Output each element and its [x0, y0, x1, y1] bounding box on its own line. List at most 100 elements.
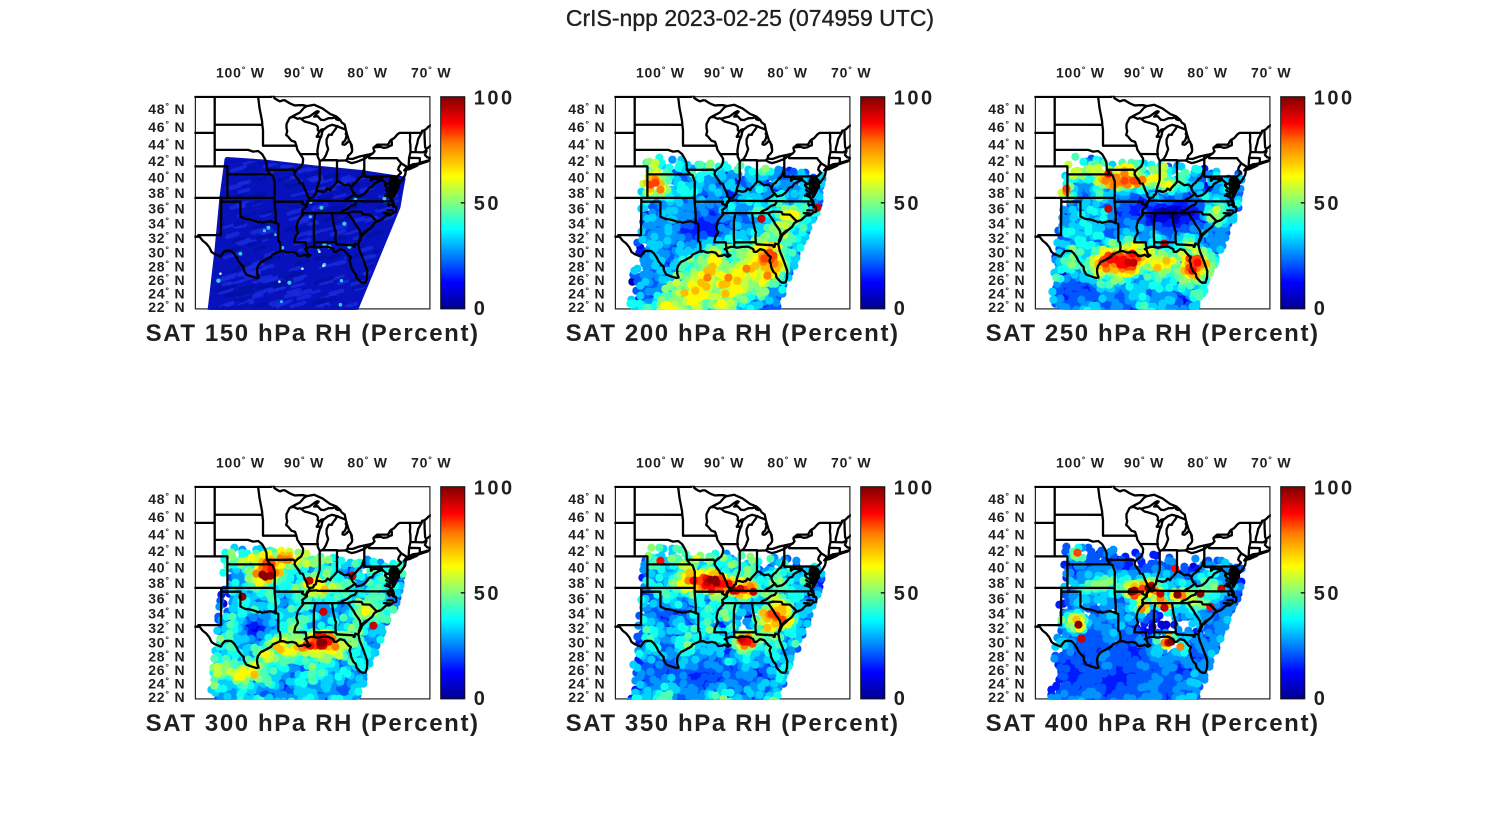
svg-text:34° N: 34° N — [988, 606, 1025, 622]
svg-text:50: 50 — [474, 583, 501, 605]
svg-text:80° W: 80° W — [347, 65, 387, 81]
svg-text:100: 100 — [894, 88, 935, 110]
svg-text:30° N: 30° N — [568, 244, 605, 260]
svg-text:70° W: 70° W — [411, 455, 451, 471]
svg-text:26° N: 26° N — [568, 272, 605, 288]
svg-text:46° N: 46° N — [568, 509, 605, 525]
svg-text:44° N: 44° N — [148, 136, 185, 152]
svg-text:100: 100 — [474, 478, 515, 500]
svg-text:80° W: 80° W — [347, 455, 387, 471]
svg-text:0: 0 — [894, 688, 908, 710]
svg-text:40° N: 40° N — [568, 169, 605, 185]
svg-text:24° N: 24° N — [988, 286, 1025, 302]
svg-text:40° N: 40° N — [988, 169, 1025, 185]
svg-text:38° N: 38° N — [148, 575, 185, 591]
svg-text:48° N: 48° N — [568, 101, 605, 117]
svg-text:50: 50 — [894, 583, 921, 605]
svg-text:28° N: 28° N — [568, 258, 605, 274]
svg-text:80° W: 80° W — [1187, 455, 1227, 471]
svg-text:30° N: 30° N — [988, 244, 1025, 260]
svg-text:100: 100 — [1314, 88, 1355, 110]
svg-text:42° N: 42° N — [148, 543, 185, 559]
svg-text:22° N: 22° N — [568, 299, 605, 315]
svg-text:22° N: 22° N — [988, 689, 1025, 705]
svg-text:90° W: 90° W — [284, 455, 324, 471]
svg-text:90° W: 90° W — [284, 65, 324, 81]
svg-text:90° W: 90° W — [704, 455, 744, 471]
svg-text:36° N: 36° N — [568, 201, 605, 217]
svg-text:32° N: 32° N — [568, 230, 605, 246]
svg-text:50: 50 — [1314, 193, 1341, 215]
svg-text:SAT 300 hPa RH (Percent): SAT 300 hPa RH (Percent) — [146, 710, 480, 737]
svg-text:48° N: 48° N — [568, 491, 605, 507]
svg-text:24° N: 24° N — [568, 676, 605, 692]
svg-text:28° N: 28° N — [148, 648, 185, 664]
svg-text:100: 100 — [474, 88, 515, 110]
svg-text:100° W: 100° W — [1056, 65, 1105, 81]
svg-text:22° N: 22° N — [148, 689, 185, 705]
svg-text:100: 100 — [894, 478, 935, 500]
svg-text:36° N: 36° N — [988, 591, 1025, 607]
svg-text:100: 100 — [1314, 478, 1355, 500]
svg-text:80° W: 80° W — [767, 455, 807, 471]
svg-text:42° N: 42° N — [568, 543, 605, 559]
svg-text:0: 0 — [474, 688, 488, 710]
svg-text:100° W: 100° W — [1056, 455, 1105, 471]
svg-text:28° N: 28° N — [988, 648, 1025, 664]
svg-text:40° N: 40° N — [988, 559, 1025, 575]
svg-text:90° W: 90° W — [704, 65, 744, 81]
svg-text:0: 0 — [1314, 298, 1328, 320]
svg-text:36° N: 36° N — [148, 591, 185, 607]
svg-text:34° N: 34° N — [568, 216, 605, 232]
svg-text:32° N: 32° N — [988, 620, 1025, 636]
svg-text:34° N: 34° N — [148, 606, 185, 622]
svg-text:36° N: 36° N — [988, 201, 1025, 217]
svg-text:SAT 200 hPa RH (Percent): SAT 200 hPa RH (Percent) — [566, 320, 900, 347]
svg-text:90° W: 90° W — [1124, 65, 1164, 81]
svg-text:32° N: 32° N — [988, 230, 1025, 246]
svg-text:24° N: 24° N — [568, 286, 605, 302]
svg-text:50: 50 — [894, 193, 921, 215]
svg-text:28° N: 28° N — [568, 648, 605, 664]
svg-text:48° N: 48° N — [148, 101, 185, 117]
svg-text:24° N: 24° N — [148, 676, 185, 692]
svg-text:70° W: 70° W — [1251, 455, 1291, 471]
svg-text:22° N: 22° N — [568, 689, 605, 705]
svg-text:46° N: 46° N — [148, 509, 185, 525]
svg-text:44° N: 44° N — [988, 136, 1025, 152]
svg-text:34° N: 34° N — [148, 216, 185, 232]
svg-text:26° N: 26° N — [988, 662, 1025, 678]
svg-text:38° N: 38° N — [988, 185, 1025, 201]
svg-text:24° N: 24° N — [988, 676, 1025, 692]
svg-text:48° N: 48° N — [988, 101, 1025, 117]
svg-text:26° N: 26° N — [568, 662, 605, 678]
svg-text:50: 50 — [1314, 583, 1341, 605]
svg-text:42° N: 42° N — [148, 153, 185, 169]
svg-text:30° N: 30° N — [988, 634, 1025, 650]
svg-text:SAT 400 hPa RH (Percent): SAT 400 hPa RH (Percent) — [986, 710, 1320, 737]
svg-text:36° N: 36° N — [568, 591, 605, 607]
svg-text:50: 50 — [474, 193, 501, 215]
svg-text:46° N: 46° N — [988, 119, 1025, 135]
svg-text:80° W: 80° W — [767, 65, 807, 81]
svg-text:70° W: 70° W — [411, 65, 451, 81]
svg-text:32° N: 32° N — [148, 230, 185, 246]
svg-text:44° N: 44° N — [568, 526, 605, 542]
svg-text:34° N: 34° N — [988, 216, 1025, 232]
svg-text:90° W: 90° W — [1124, 455, 1164, 471]
svg-text:38° N: 38° N — [568, 575, 605, 591]
svg-text:SAT 150 hPa RH (Percent): SAT 150 hPa RH (Percent) — [146, 320, 480, 347]
svg-text:30° N: 30° N — [148, 634, 185, 650]
svg-text:40° N: 40° N — [148, 169, 185, 185]
svg-text:0: 0 — [894, 298, 908, 320]
svg-text:26° N: 26° N — [988, 272, 1025, 288]
svg-text:80° W: 80° W — [1187, 65, 1227, 81]
svg-text:SAT 250 hPa RH (Percent): SAT 250 hPa RH (Percent) — [986, 320, 1320, 347]
svg-text:44° N: 44° N — [988, 526, 1025, 542]
svg-text:48° N: 48° N — [148, 491, 185, 507]
svg-text:70° W: 70° W — [1251, 65, 1291, 81]
svg-text:40° N: 40° N — [148, 559, 185, 575]
svg-text:24° N: 24° N — [148, 286, 185, 302]
svg-text:42° N: 42° N — [568, 153, 605, 169]
svg-text:44° N: 44° N — [148, 526, 185, 542]
